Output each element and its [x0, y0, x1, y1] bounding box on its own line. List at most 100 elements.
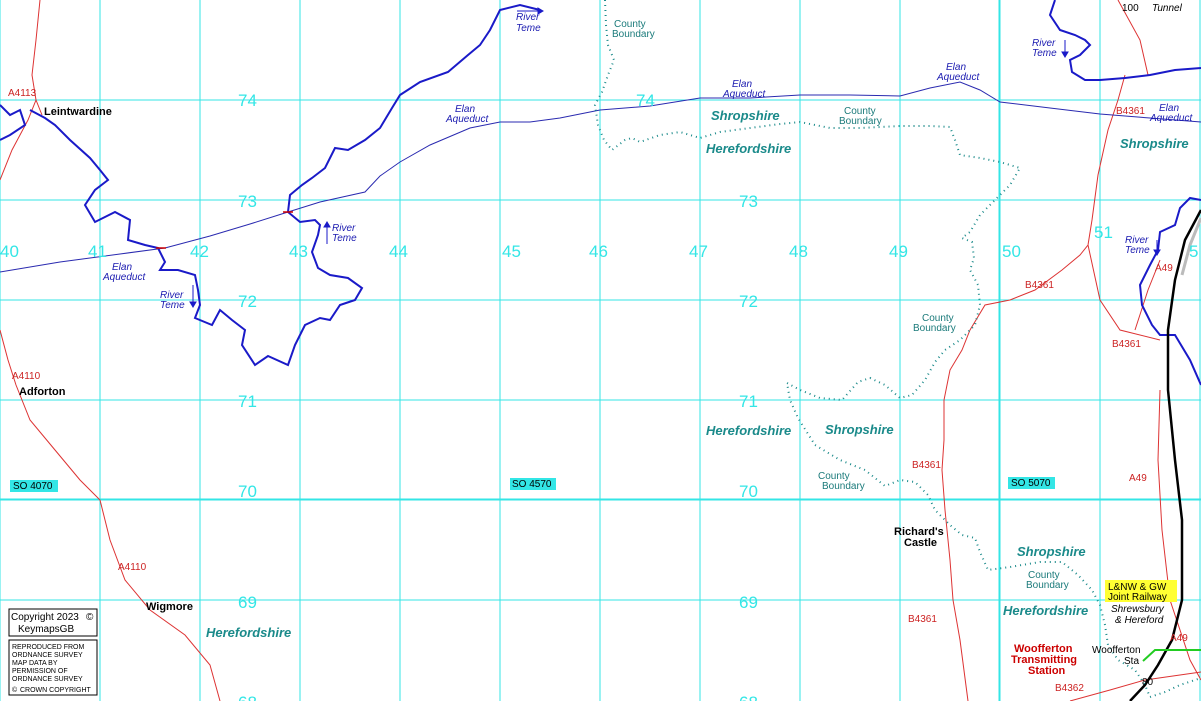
os-notice-line: ORDNANCE SURVEY — [12, 676, 83, 683]
road-label-b4362: B4362 — [1055, 683, 1084, 694]
grid-ref-badge: SO 4070 — [13, 481, 53, 492]
aqueduct-label: Elan — [455, 104, 475, 115]
easting-label: 44 — [389, 242, 408, 261]
water-labels: River Teme River Teme River Teme River T… — [102, 12, 1193, 311]
place-richards-castle: Richard's — [894, 526, 944, 538]
place-leintwardine: Leintwardine — [44, 106, 112, 118]
road-label-b4361: B4361 — [908, 614, 937, 625]
boundary-label: County — [844, 106, 876, 117]
road-label-a4113: A4113 — [8, 88, 37, 99]
road-label-a4110: A4110 — [12, 371, 41, 382]
elan-aqueduct — [0, 81, 1201, 273]
copyright-box: Copyright 2023 © KeymapsGB REPRODUCED FR… — [8, 608, 98, 696]
easting-label: 5 — [1189, 242, 1198, 261]
road-a49-south — [1157, 389, 1201, 681]
copyright-line: Copyright 2023 — [11, 612, 79, 623]
crown-copyright-symbol: © — [12, 686, 18, 694]
road-label-a49: A49 — [1129, 473, 1147, 484]
os-notice-line: PERMISSION OF — [12, 668, 68, 675]
northing-label: 69 — [238, 593, 257, 612]
river-teme — [0, 0, 1201, 386]
county-herefordshire: Herefordshire — [206, 625, 291, 640]
spot-height: 100 — [1122, 3, 1139, 14]
easting-label: 41 — [88, 242, 107, 261]
northing-label: 71 — [739, 392, 758, 411]
northing-label: 74 — [238, 91, 257, 110]
boundary-label: Boundary — [612, 29, 655, 40]
copyright-owner: KeymapsGB — [18, 624, 74, 635]
northing-label: 70 — [238, 482, 257, 501]
river-flow-arrows — [189, 7, 1161, 308]
road-b4361 — [941, 74, 1126, 701]
easting-label: 42 — [190, 242, 209, 261]
county-shropshire: Shropshire — [1017, 544, 1086, 559]
os-notice-line: MAP DATA BY — [12, 660, 58, 667]
label-tunnel: Tunnel — [1152, 3, 1183, 14]
river-label: River — [332, 223, 356, 234]
northing-label: 71 — [238, 392, 257, 411]
easting-label: 45 — [502, 242, 521, 261]
easting-label: 50 — [1002, 242, 1021, 261]
railway-route: Shrewsbury — [1111, 604, 1165, 615]
grid-northings-right: 74 73 72 71 70 69 68 — [636, 91, 758, 701]
river-label: Teme — [1032, 48, 1057, 59]
road-labels: A4113 A4110 A4110 B4361 B4361 B4361 B436… — [8, 88, 1188, 694]
aqueduct-label: Elan — [946, 62, 966, 73]
place-adforton: Adforton — [19, 386, 66, 398]
northing-label: 74 — [636, 91, 655, 110]
road-label-a49: A49 — [1170, 633, 1188, 644]
road-label-b4361: B4361 — [1025, 280, 1054, 291]
river-label: River — [516, 12, 540, 23]
northing-label: 69 — [739, 593, 758, 612]
easting-label: 48 — [789, 242, 808, 261]
railway-label: L&NW & GW Joint Railway Shrewsbury & Her… — [1105, 580, 1177, 626]
river-label: River — [160, 290, 184, 301]
railway-label-line: Joint Railway — [1108, 592, 1167, 603]
spot-height: 80 — [1142, 677, 1154, 688]
northing-label: 70 — [739, 482, 758, 501]
aqueduct-crossing-markers — [156, 211, 293, 249]
county-shropshire: Shropshire — [1120, 136, 1189, 151]
easting-label: 47 — [689, 242, 708, 261]
road-label-b4361: B4361 — [912, 460, 941, 471]
river-label: Teme — [516, 23, 541, 34]
os-notice-line: REPRODUCED FROM — [12, 644, 85, 651]
boundary-label: County — [818, 471, 850, 482]
county-shropshire: Shropshire — [825, 422, 894, 437]
boundary-label: County — [922, 313, 954, 324]
station-label-line: Woofferton — [1014, 643, 1073, 655]
grid-ref-badge: SO 5070 — [1011, 478, 1051, 489]
road-label-b4361: B4361 — [1116, 106, 1145, 117]
place-woofferton-sta: Woofferton — [1092, 645, 1141, 656]
transmitting-station-label: Woofferton Transmitting Station — [1011, 643, 1077, 677]
grid-eastings: 40 41 42 43 44 45 46 47 48 49 50 51 5 — [0, 223, 1198, 261]
northing-label: 68 — [739, 693, 758, 701]
easting-label: 49 — [889, 242, 908, 261]
river-label: River — [1125, 235, 1149, 246]
road-label-a4110: A4110 — [118, 562, 147, 573]
place-woofferton-sta: Sta — [1124, 656, 1139, 667]
northing-label: 72 — [739, 292, 758, 311]
road-b4361-east — [1087, 244, 1161, 341]
aqueduct-label: Elan — [112, 262, 132, 273]
boundary-label: County — [614, 19, 646, 30]
northing-label: 73 — [238, 192, 257, 211]
road-a4110-north — [35, 99, 43, 116]
road-a4110 — [0, 329, 221, 701]
aqueduct-label: Aqueduct — [936, 72, 980, 83]
river-label: Teme — [160, 300, 185, 311]
northing-label: 73 — [739, 192, 758, 211]
railway-route: & Hereford — [1115, 615, 1164, 626]
boundary-label: Boundary — [839, 116, 882, 127]
county-herefordshire: Herefordshire — [706, 141, 791, 156]
northing-label: 68 — [238, 693, 257, 701]
place-richards-castle: Castle — [904, 537, 937, 549]
place-names: Leintwardine Adforton Wigmore Richard's … — [19, 3, 1183, 688]
aqueduct-label: Aqueduct — [722, 89, 766, 100]
road-b4362 — [1069, 671, 1201, 701]
county-boundary — [593, 0, 1201, 699]
easting-label: 46 — [589, 242, 608, 261]
